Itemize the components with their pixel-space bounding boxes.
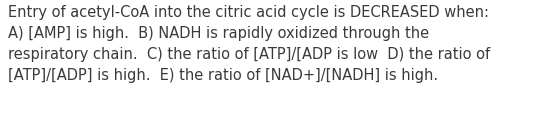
Text: Entry of acetyl-CoA into the citric acid cycle is DECREASED when:
A) [AMP] is hi: Entry of acetyl-CoA into the citric acid… [8,5,490,83]
